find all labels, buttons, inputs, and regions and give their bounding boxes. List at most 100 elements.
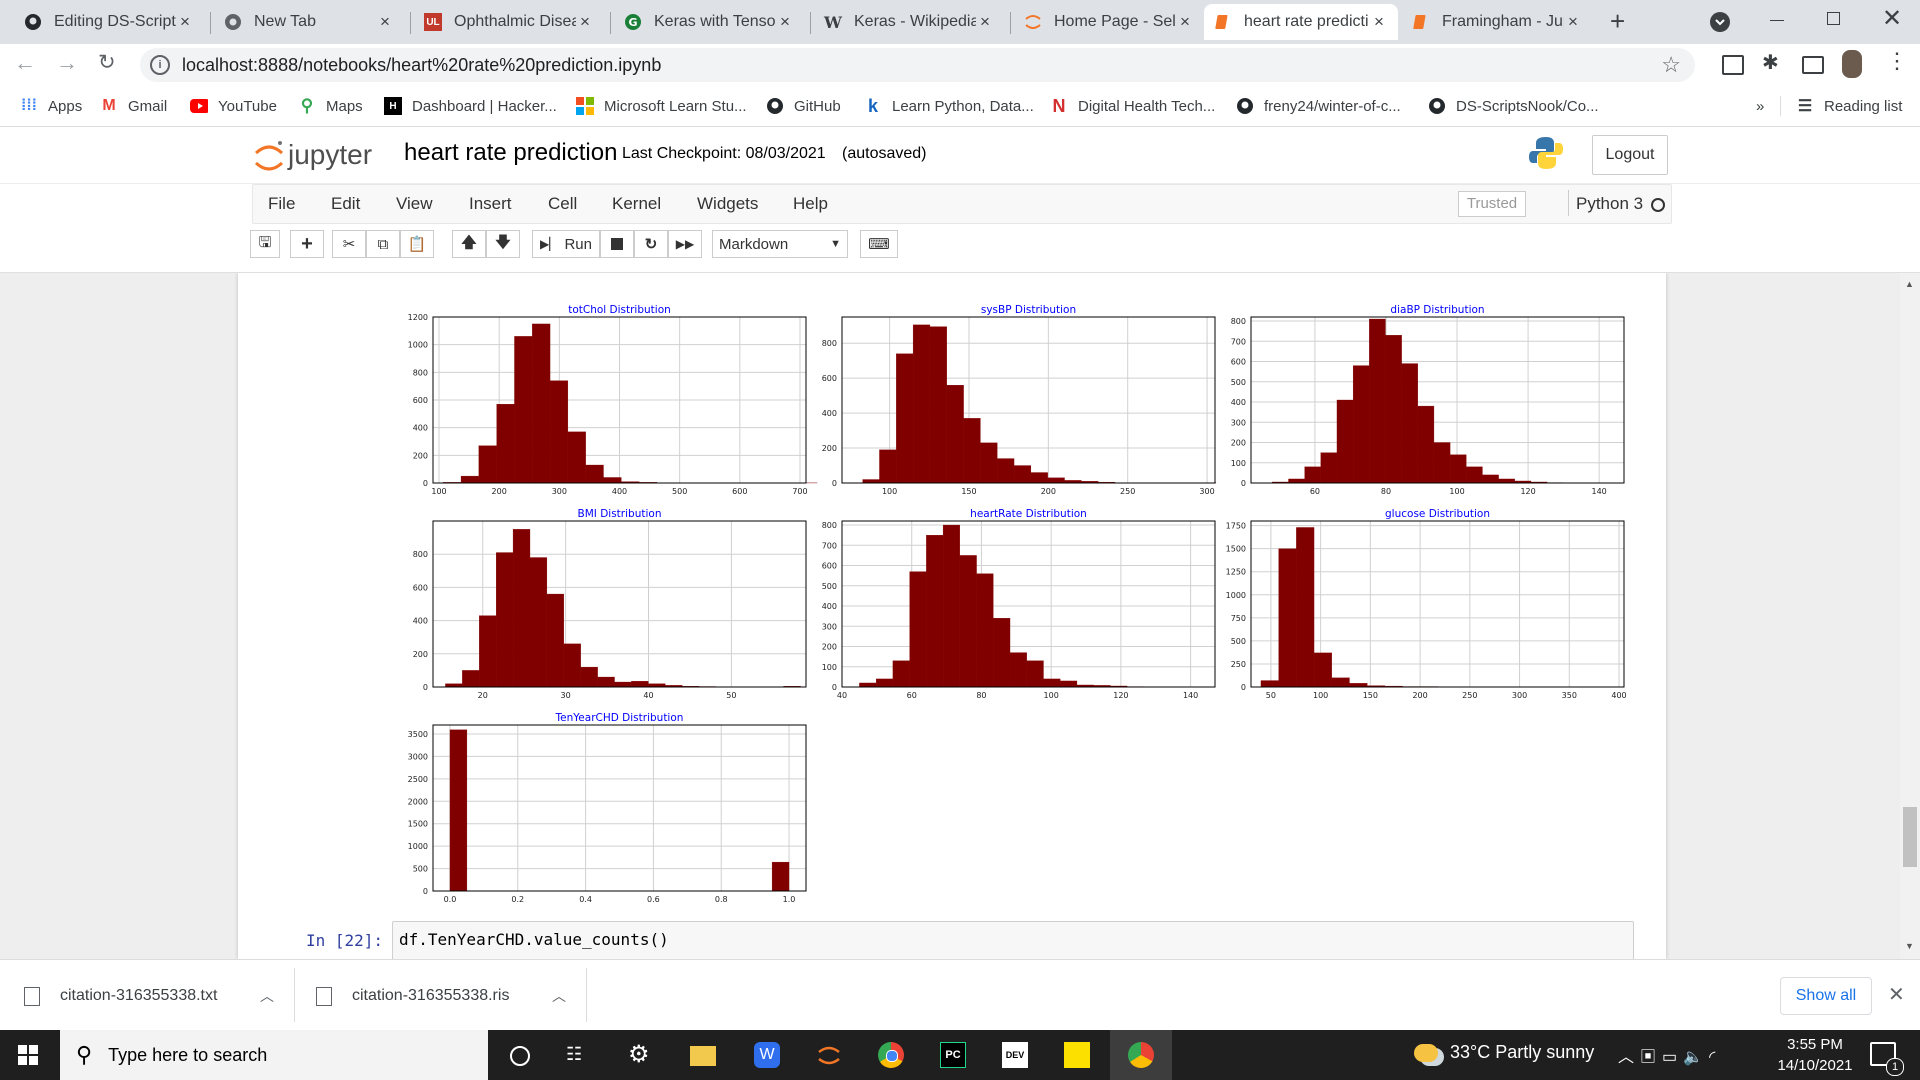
logout-button[interactable]: Logout [1592,135,1668,175]
system-tray[interactable]: ︿▣▭🔈◜ [1618,1043,1721,1067]
address-bar[interactable]: i localhost:8888/notebooks/heart%20rate%… [140,48,1695,82]
histogram-bar [909,571,927,688]
wps-icon[interactable]: W [754,1042,780,1068]
extensions-icon[interactable]: ✱ [1762,52,1779,74]
bookmark-ds-scriptsnook[interactable]: DS-ScriptsNook/Co... [1428,94,1599,118]
new-tab-button[interactable]: + [1610,6,1626,36]
trusted-badge[interactable]: Trusted [1458,191,1526,217]
notification-center-icon[interactable] [1870,1042,1896,1066]
interrupt-button[interactable] [600,230,634,258]
code-cell-input[interactable]: df.TenYearCHD.value_counts() [392,921,1634,959]
jupyter-logo[interactable]: jupyter [252,137,382,177]
bookmark-apps[interactable]: ⁞⁞⁞ Apps [21,97,83,115]
weather-widget[interactable]: 33°C Partly sunny [1414,1042,1594,1063]
menu-insert[interactable]: Insert [469,194,512,213]
restart-run-all-button[interactable]: ▶▶ [668,230,702,258]
scroll-down-icon[interactable]: ▼ [1905,941,1914,951]
tab-new-tab[interactable]: New Tab × [214,4,404,40]
scrollbar-thumb[interactable] [1903,807,1917,867]
chrome-taskbar-icon[interactable] [878,1042,904,1068]
show-all-button[interactable]: Show all [1780,977,1872,1015]
jupyter-taskbar-icon[interactable] [816,1042,842,1073]
download-item[interactable]: citation-316355338.ris ︿ [316,982,566,1010]
menu-kernel[interactable]: Kernel [612,194,662,213]
pycharm-icon[interactable]: PC [940,1042,966,1068]
bookmark-gmail[interactable]: M Gmail [100,94,167,118]
dev-icon[interactable]: DEV [1002,1042,1028,1068]
media-icon[interactable] [1722,55,1744,75]
tab-keras-wikipedia[interactable]: W Keras - Wikipedia × [814,4,1004,40]
restart-button[interactable]: ↻ [634,230,668,258]
notebook-name[interactable]: heart rate prediction [404,139,618,166]
close-window-icon[interactable]: ✕ [1882,5,1903,32]
menu-view[interactable]: View [396,194,433,213]
file-explorer-icon[interactable] [690,1046,716,1066]
sticky-notes-icon[interactable] [1064,1042,1090,1068]
close-icon[interactable]: × [180,12,190,31]
forward-icon[interactable]: → [56,50,78,75]
save-button[interactable]: 🖫 [250,230,280,258]
paste-button[interactable]: 📋 [400,230,434,258]
back-icon[interactable]: ← [14,50,36,75]
bookmark-freny24[interactable]: freny24/winter-of-c... [1236,94,1401,118]
scroll-up-icon[interactable]: ▲ [1905,279,1914,289]
tab-search-icon[interactable] [1710,12,1730,32]
bookmark-maps[interactable]: ⚲ Maps [298,94,363,118]
avatar[interactable] [1842,50,1862,78]
menu-widgets[interactable]: Widgets [697,194,759,213]
bookmark-microsoft-learn[interactable]: Microsoft Learn Stu... [576,94,747,118]
bookmark-youtube[interactable]: YouTube [190,94,277,118]
chrome-active-taskbar-icon[interactable] [1110,1030,1172,1080]
command-palette-button[interactable]: ⌨ [860,230,898,258]
tab-keras-tensorflow[interactable]: G Keras with Tensor × [614,4,804,40]
close-shelf-icon[interactable]: ✕ [1888,984,1905,1006]
close-icon[interactable]: × [1374,12,1384,31]
cortana-icon[interactable] [510,1046,530,1066]
scrollbar[interactable]: ▲ ▼ [1900,273,1920,959]
settings-icon[interactable]: ⚙ [628,1041,650,1068]
taskbar-search-box[interactable]: ⚲ Type here to search [60,1030,488,1080]
windows-start-icon[interactable] [18,1045,38,1070]
bookmark-digital-health[interactable]: N Digital Health Tech... [1050,94,1216,118]
tab-framingham[interactable]: Framingham - Jup × [1402,4,1592,40]
tab-home-page[interactable]: Home Page - Sele × [1014,4,1204,40]
bookmark-hackerrank[interactable]: H Dashboard | Hacker... [384,94,557,118]
menu-file[interactable]: File [268,194,296,213]
menu-cell[interactable]: Cell [548,194,578,213]
menu-help[interactable]: Help [793,194,828,213]
close-icon[interactable]: × [1568,12,1578,31]
tab-editing-ds-scripts[interactable]: Editing DS-Scripts × [14,4,204,40]
chevron-up-icon[interactable]: ︿ [260,988,274,1004]
run-button[interactable]: ▶▏ Run [532,230,600,258]
close-icon[interactable]: × [580,12,590,31]
tab-ophthalmic-disease[interactable]: UL Ophthalmic Disea × [414,4,604,40]
close-icon[interactable]: × [1180,12,1190,31]
download-item[interactable]: citation-316355338.txt ︿ [24,982,274,1010]
task-view-icon[interactable]: ☷ [566,1044,583,1064]
copy-button[interactable]: ⧉ [366,230,400,258]
restore-icon[interactable] [1827,12,1840,25]
close-icon[interactable]: × [780,12,790,31]
cell-type-select[interactable]: Markdown ▼ [712,230,848,258]
browser-menu-icon[interactable]: ⋮ [1886,48,1908,73]
bookmark-github[interactable]: GitHub [766,94,841,118]
bookmark-learn-python[interactable]: k Learn Python, Data... [864,94,1034,118]
info-icon[interactable]: i [150,55,170,75]
cut-button[interactable]: ✂ [332,230,366,258]
insert-cell-button[interactable]: + [290,230,324,258]
cast-icon[interactable] [1802,56,1824,74]
tab-heart-rate-prediction[interactable]: heart rate predicti × [1204,4,1398,40]
move-up-button[interactable]: 🡅 [452,230,486,258]
close-icon[interactable]: × [380,12,390,31]
minimize-icon[interactable] [1770,20,1784,21]
close-icon[interactable]: × [980,12,990,31]
bookmark-star-icon[interactable]: ☆ [1661,52,1681,77]
reading-list-button[interactable]: ☰ Reading list [1797,97,1903,116]
more-bookmarks-button[interactable]: » [1756,97,1765,115]
chevron-up-icon[interactable]: ︿ [552,988,566,1004]
menu-edit[interactable]: Edit [331,194,361,213]
move-down-button[interactable]: 🡇 [486,230,520,258]
kernel-name[interactable]: Python 3 [1576,194,1644,213]
clock[interactable]: 3:55 PM 14/10/2021 [1770,1034,1860,1076]
reload-icon[interactable]: ↻ [98,51,116,74]
